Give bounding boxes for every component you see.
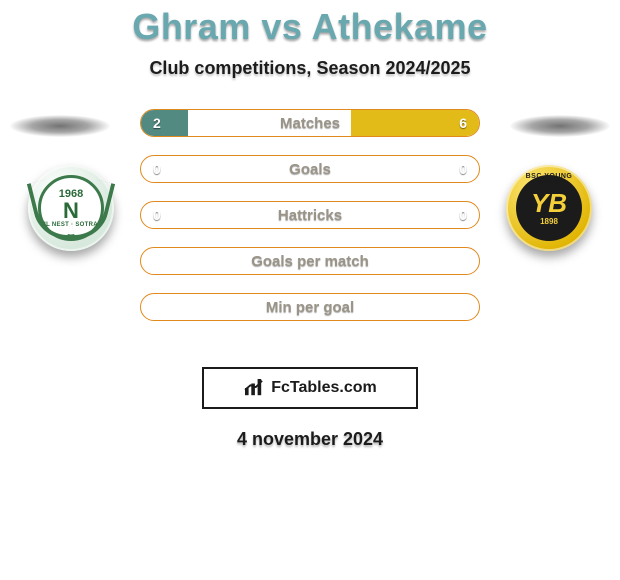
stat-row-goals: 0 0 Goals	[140, 155, 480, 183]
date-text: 4 november 2024	[0, 429, 620, 450]
stat-row-goals-per-match: Goals per match	[140, 247, 480, 275]
player-b-name: Athekame	[312, 6, 488, 47]
player-a-name: Ghram	[132, 6, 251, 47]
bar-chart-icon	[243, 379, 265, 397]
team-a-sub: IL NEST · SOTRA	[44, 222, 98, 228]
team-b-badge: BSC YOUNG BOYS YB 1898	[506, 165, 592, 251]
stat-label: Goals	[289, 161, 331, 178]
stat-label: Min per goal	[266, 299, 354, 316]
vs-text: vs	[261, 6, 302, 47]
stat-row-min-per-goal: Min per goal	[140, 293, 480, 321]
team-b-year: 1898	[540, 218, 558, 226]
team-b-arc: BSC YOUNG BOYS	[514, 173, 584, 187]
stat-row-matches: 2 6 Matches	[140, 109, 480, 137]
shadow-left	[10, 115, 110, 137]
value-b: 6	[459, 115, 467, 131]
stat-label: Goals per match	[251, 253, 369, 270]
team-b-letters: YB	[531, 190, 567, 216]
value-a: 0	[153, 207, 161, 223]
stat-label: Hattricks	[278, 207, 342, 224]
team-a-badge: 1968 N IL NEST · SOTRA	[28, 165, 114, 251]
value-a: 2	[153, 115, 161, 131]
value-b: 0	[459, 207, 467, 223]
team-a-badge-inner: 1968 N IL NEST · SOTRA	[38, 175, 104, 241]
fill-a	[141, 110, 188, 136]
shadow-right	[510, 115, 610, 137]
value-b: 0	[459, 161, 467, 177]
stat-label: Matches	[280, 115, 340, 132]
stat-row-hattricks: 0 0 Hattricks	[140, 201, 480, 229]
attribution-badge[interactable]: FcTables.com	[202, 367, 418, 409]
value-a: 0	[153, 161, 161, 177]
attribution-text: FcTables.com	[271, 379, 377, 397]
comparison-stage: 1968 N IL NEST · SOTRA BSC YOUNG BOYS YB…	[0, 109, 620, 349]
subtitle: Club competitions, Season 2024/2025	[0, 58, 620, 79]
stat-rows: 2 6 Matches 0 0 Goals 0 0 Hattricks Goals per mat…	[140, 109, 480, 321]
team-a-letter: N	[63, 200, 79, 222]
page-title: Ghram vs Athekame	[0, 0, 620, 48]
